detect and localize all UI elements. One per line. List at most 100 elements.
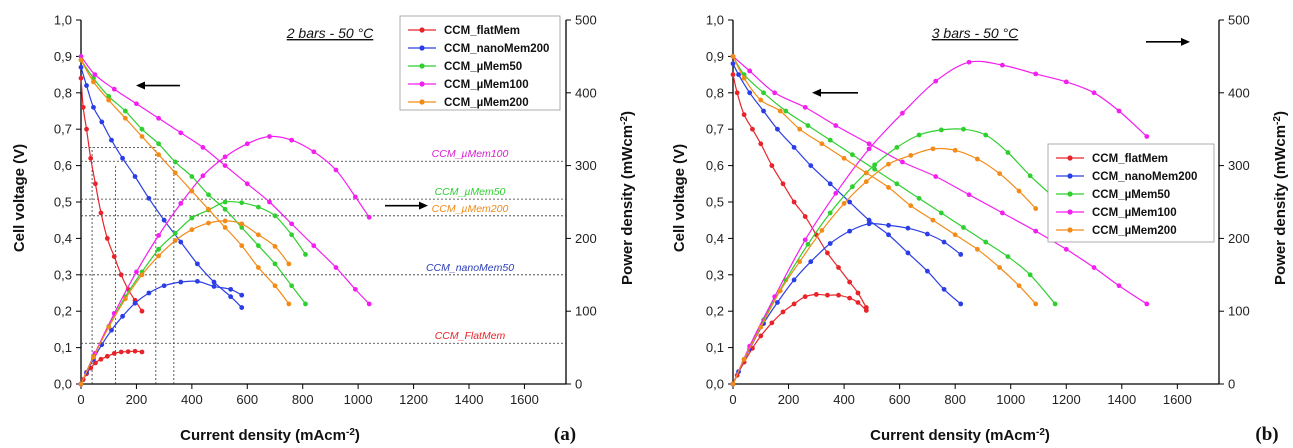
polarization-point — [791, 199, 797, 205]
y-left-tick-label: 1,0 — [706, 13, 724, 28]
power-point — [228, 286, 234, 292]
polarization-point — [132, 174, 138, 179]
y-left-tick-label: 0,8 — [54, 85, 72, 100]
polarization-point — [228, 294, 234, 300]
polarization-point — [78, 75, 84, 81]
legend-swatch-marker — [1067, 209, 1073, 215]
legend-swatch-marker — [1067, 173, 1073, 179]
polarization-point — [772, 90, 778, 96]
power-point — [125, 349, 131, 355]
polarization-point — [958, 301, 964, 307]
power-point — [222, 154, 228, 160]
power-curve — [80, 135, 370, 385]
power-point — [172, 230, 178, 236]
y-left-tick-label: 0,7 — [706, 122, 724, 137]
polarization-point — [122, 108, 128, 114]
x-tick-label: 1000 — [996, 392, 1025, 407]
power-curve — [732, 222, 962, 385]
polarization-point — [88, 155, 94, 161]
polarization-point — [244, 181, 250, 187]
x-tick-label: 0 — [729, 392, 736, 407]
legend-swatch-marker — [419, 99, 425, 105]
polarization-point — [1052, 301, 1058, 307]
left-arrow-head — [812, 88, 821, 97]
y-right-tick-label: 300 — [1228, 158, 1250, 173]
polarization-curve — [80, 78, 143, 312]
power-point — [289, 137, 295, 143]
power-point — [866, 221, 872, 227]
right-arrow-head — [1181, 37, 1190, 46]
power-point — [139, 349, 145, 355]
polarization-point — [730, 61, 736, 67]
polarization-point — [827, 181, 833, 187]
power-point — [905, 225, 911, 231]
polarization-point — [91, 79, 96, 85]
polarization-point — [239, 243, 245, 249]
panel-a-ylabel-left: Cell voltage (V) — [11, 144, 28, 252]
polarization-point — [366, 301, 372, 307]
power-point — [847, 295, 853, 301]
legend-swatch-marker — [419, 81, 425, 87]
polarization-point — [211, 279, 217, 285]
series-CCM_µMem100 — [78, 54, 372, 387]
polarization-point — [80, 104, 86, 110]
polarization-point — [827, 137, 833, 143]
power-reference-label: CCM_nanoMem50 — [426, 262, 514, 274]
polarization-point — [272, 261, 278, 267]
power-point — [813, 292, 819, 297]
y-right-tick-label: 200 — [575, 231, 597, 246]
power-point — [286, 261, 292, 267]
x-tick-label: 200 — [778, 392, 800, 407]
y-left-tick-label: 0,3 — [706, 267, 724, 282]
polarization-point — [239, 305, 245, 310]
x-tick-label: 400 — [833, 392, 855, 407]
polarization-point — [761, 108, 766, 114]
y-left-tick-label: 0,5 — [706, 195, 724, 210]
polarization-point — [206, 192, 211, 198]
power-point — [758, 333, 764, 339]
polarization-point — [139, 134, 145, 139]
power-point — [93, 360, 98, 366]
power-point — [78, 381, 84, 387]
power-point — [172, 238, 178, 243]
y-left-tick-label: 0,0 — [706, 377, 724, 392]
power-point — [134, 269, 139, 275]
polarization-point — [172, 170, 178, 176]
polarization-point — [941, 286, 947, 292]
power-point — [925, 231, 930, 237]
polarization-point — [750, 126, 755, 132]
y-left-tick-label: 0,9 — [706, 49, 724, 64]
power-point — [961, 126, 966, 132]
polarization-point — [200, 145, 206, 150]
y-left-tick-label: 1,0 — [54, 13, 72, 28]
power-point — [1005, 150, 1011, 155]
series-CCM_µMem200 — [78, 57, 292, 387]
polarization-point — [769, 163, 775, 169]
power-point — [941, 239, 947, 245]
polarization-point — [847, 279, 853, 285]
polarization-point — [872, 166, 878, 172]
y-left-tick-label: 0,3 — [54, 267, 72, 282]
power-point — [333, 167, 339, 173]
polarization-point — [267, 199, 272, 205]
legend-swatch-marker — [419, 63, 425, 69]
power-point — [805, 241, 811, 247]
power-point — [195, 278, 200, 284]
series-CCM_µMem50 — [730, 54, 1058, 387]
polarization-point — [78, 57, 84, 63]
power-point — [827, 241, 833, 246]
panel-b: 3 bars - 50 °C (b) Current density (mAcm… — [671, 25, 1289, 445]
power-point — [122, 296, 128, 302]
polarization-point — [730, 54, 736, 59]
polarization-point — [99, 119, 105, 125]
power-point — [267, 134, 272, 139]
panel-a-xlabel: Current density (mAcm-2) — [180, 427, 360, 445]
polarization-curve — [80, 56, 370, 305]
power-point — [1091, 90, 1097, 96]
x-tick-label: 1200 — [399, 392, 428, 407]
polarization-point — [222, 225, 228, 230]
power-point — [863, 179, 869, 185]
y-left-tick-label: 0,1 — [54, 340, 72, 355]
power-point — [91, 354, 96, 360]
